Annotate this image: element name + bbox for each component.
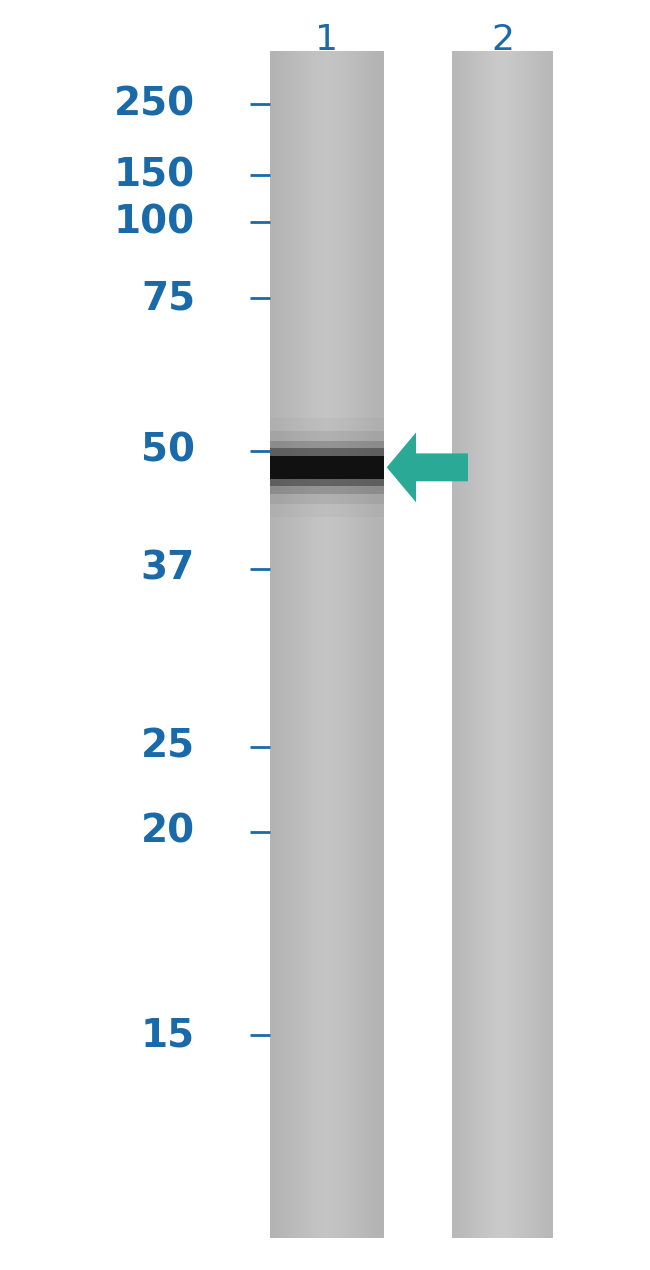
- Bar: [480, 51, 482, 1238]
- Bar: [545, 51, 548, 1238]
- Bar: [452, 51, 455, 1238]
- Bar: [525, 51, 528, 1238]
- Text: 20: 20: [141, 813, 195, 851]
- Bar: [381, 51, 384, 1238]
- Text: 2: 2: [491, 23, 514, 57]
- Bar: [361, 51, 364, 1238]
- Bar: [477, 51, 480, 1238]
- Text: 150: 150: [114, 156, 195, 194]
- Text: 250: 250: [114, 85, 195, 123]
- Bar: [547, 51, 551, 1238]
- Bar: [532, 51, 536, 1238]
- Bar: [281, 51, 285, 1238]
- Bar: [287, 51, 291, 1238]
- Bar: [346, 51, 350, 1238]
- Bar: [487, 51, 490, 1238]
- Bar: [309, 51, 313, 1238]
- Bar: [540, 51, 543, 1238]
- Bar: [270, 441, 384, 494]
- Bar: [278, 51, 282, 1238]
- Text: 100: 100: [114, 203, 195, 241]
- Bar: [363, 51, 367, 1238]
- Bar: [454, 51, 458, 1238]
- Bar: [335, 51, 339, 1238]
- Bar: [270, 418, 384, 517]
- Text: 15: 15: [141, 1016, 195, 1054]
- Bar: [495, 51, 498, 1238]
- Bar: [460, 51, 462, 1238]
- Bar: [318, 51, 322, 1238]
- Bar: [313, 51, 316, 1238]
- Bar: [464, 51, 467, 1238]
- Bar: [504, 51, 508, 1238]
- Bar: [482, 51, 485, 1238]
- Bar: [358, 51, 361, 1238]
- Bar: [344, 51, 347, 1238]
- Bar: [321, 51, 324, 1238]
- Bar: [372, 51, 376, 1238]
- Bar: [290, 51, 293, 1238]
- Bar: [350, 51, 353, 1238]
- Bar: [307, 51, 310, 1238]
- Bar: [502, 51, 505, 1238]
- Text: 25: 25: [141, 728, 195, 766]
- Bar: [355, 51, 359, 1238]
- Bar: [367, 51, 370, 1238]
- Text: 50: 50: [141, 432, 195, 470]
- Bar: [330, 51, 333, 1238]
- Bar: [304, 51, 307, 1238]
- Text: 37: 37: [141, 550, 195, 588]
- Bar: [270, 51, 273, 1238]
- Bar: [520, 51, 523, 1238]
- Bar: [510, 51, 513, 1238]
- Bar: [543, 51, 545, 1238]
- Bar: [315, 51, 318, 1238]
- Bar: [284, 51, 287, 1238]
- Bar: [467, 51, 470, 1238]
- Bar: [324, 51, 327, 1238]
- Bar: [523, 51, 525, 1238]
- Bar: [500, 51, 502, 1238]
- Bar: [507, 51, 510, 1238]
- Bar: [292, 51, 296, 1238]
- Bar: [270, 448, 384, 486]
- Bar: [378, 51, 382, 1238]
- Bar: [301, 51, 304, 1238]
- Bar: [270, 431, 384, 504]
- Bar: [535, 51, 538, 1238]
- Text: 75: 75: [141, 279, 195, 318]
- Bar: [341, 51, 344, 1238]
- Bar: [295, 51, 299, 1238]
- Bar: [369, 51, 373, 1238]
- Bar: [469, 51, 473, 1238]
- Bar: [472, 51, 475, 1238]
- Bar: [338, 51, 341, 1238]
- Bar: [527, 51, 530, 1238]
- Bar: [489, 51, 493, 1238]
- Bar: [298, 51, 302, 1238]
- Bar: [492, 51, 495, 1238]
- Bar: [462, 51, 465, 1238]
- Bar: [515, 51, 518, 1238]
- Bar: [497, 51, 500, 1238]
- Bar: [550, 51, 553, 1238]
- Bar: [538, 51, 541, 1238]
- Bar: [474, 51, 478, 1238]
- Bar: [352, 51, 356, 1238]
- Bar: [375, 51, 378, 1238]
- Bar: [512, 51, 515, 1238]
- Bar: [457, 51, 460, 1238]
- Bar: [530, 51, 533, 1238]
- FancyArrow shape: [387, 432, 468, 503]
- Bar: [326, 51, 330, 1238]
- Text: 1: 1: [315, 23, 339, 57]
- Bar: [332, 51, 336, 1238]
- Bar: [276, 51, 279, 1238]
- Bar: [272, 51, 276, 1238]
- Bar: [484, 51, 488, 1238]
- Bar: [270, 456, 384, 479]
- Bar: [517, 51, 521, 1238]
